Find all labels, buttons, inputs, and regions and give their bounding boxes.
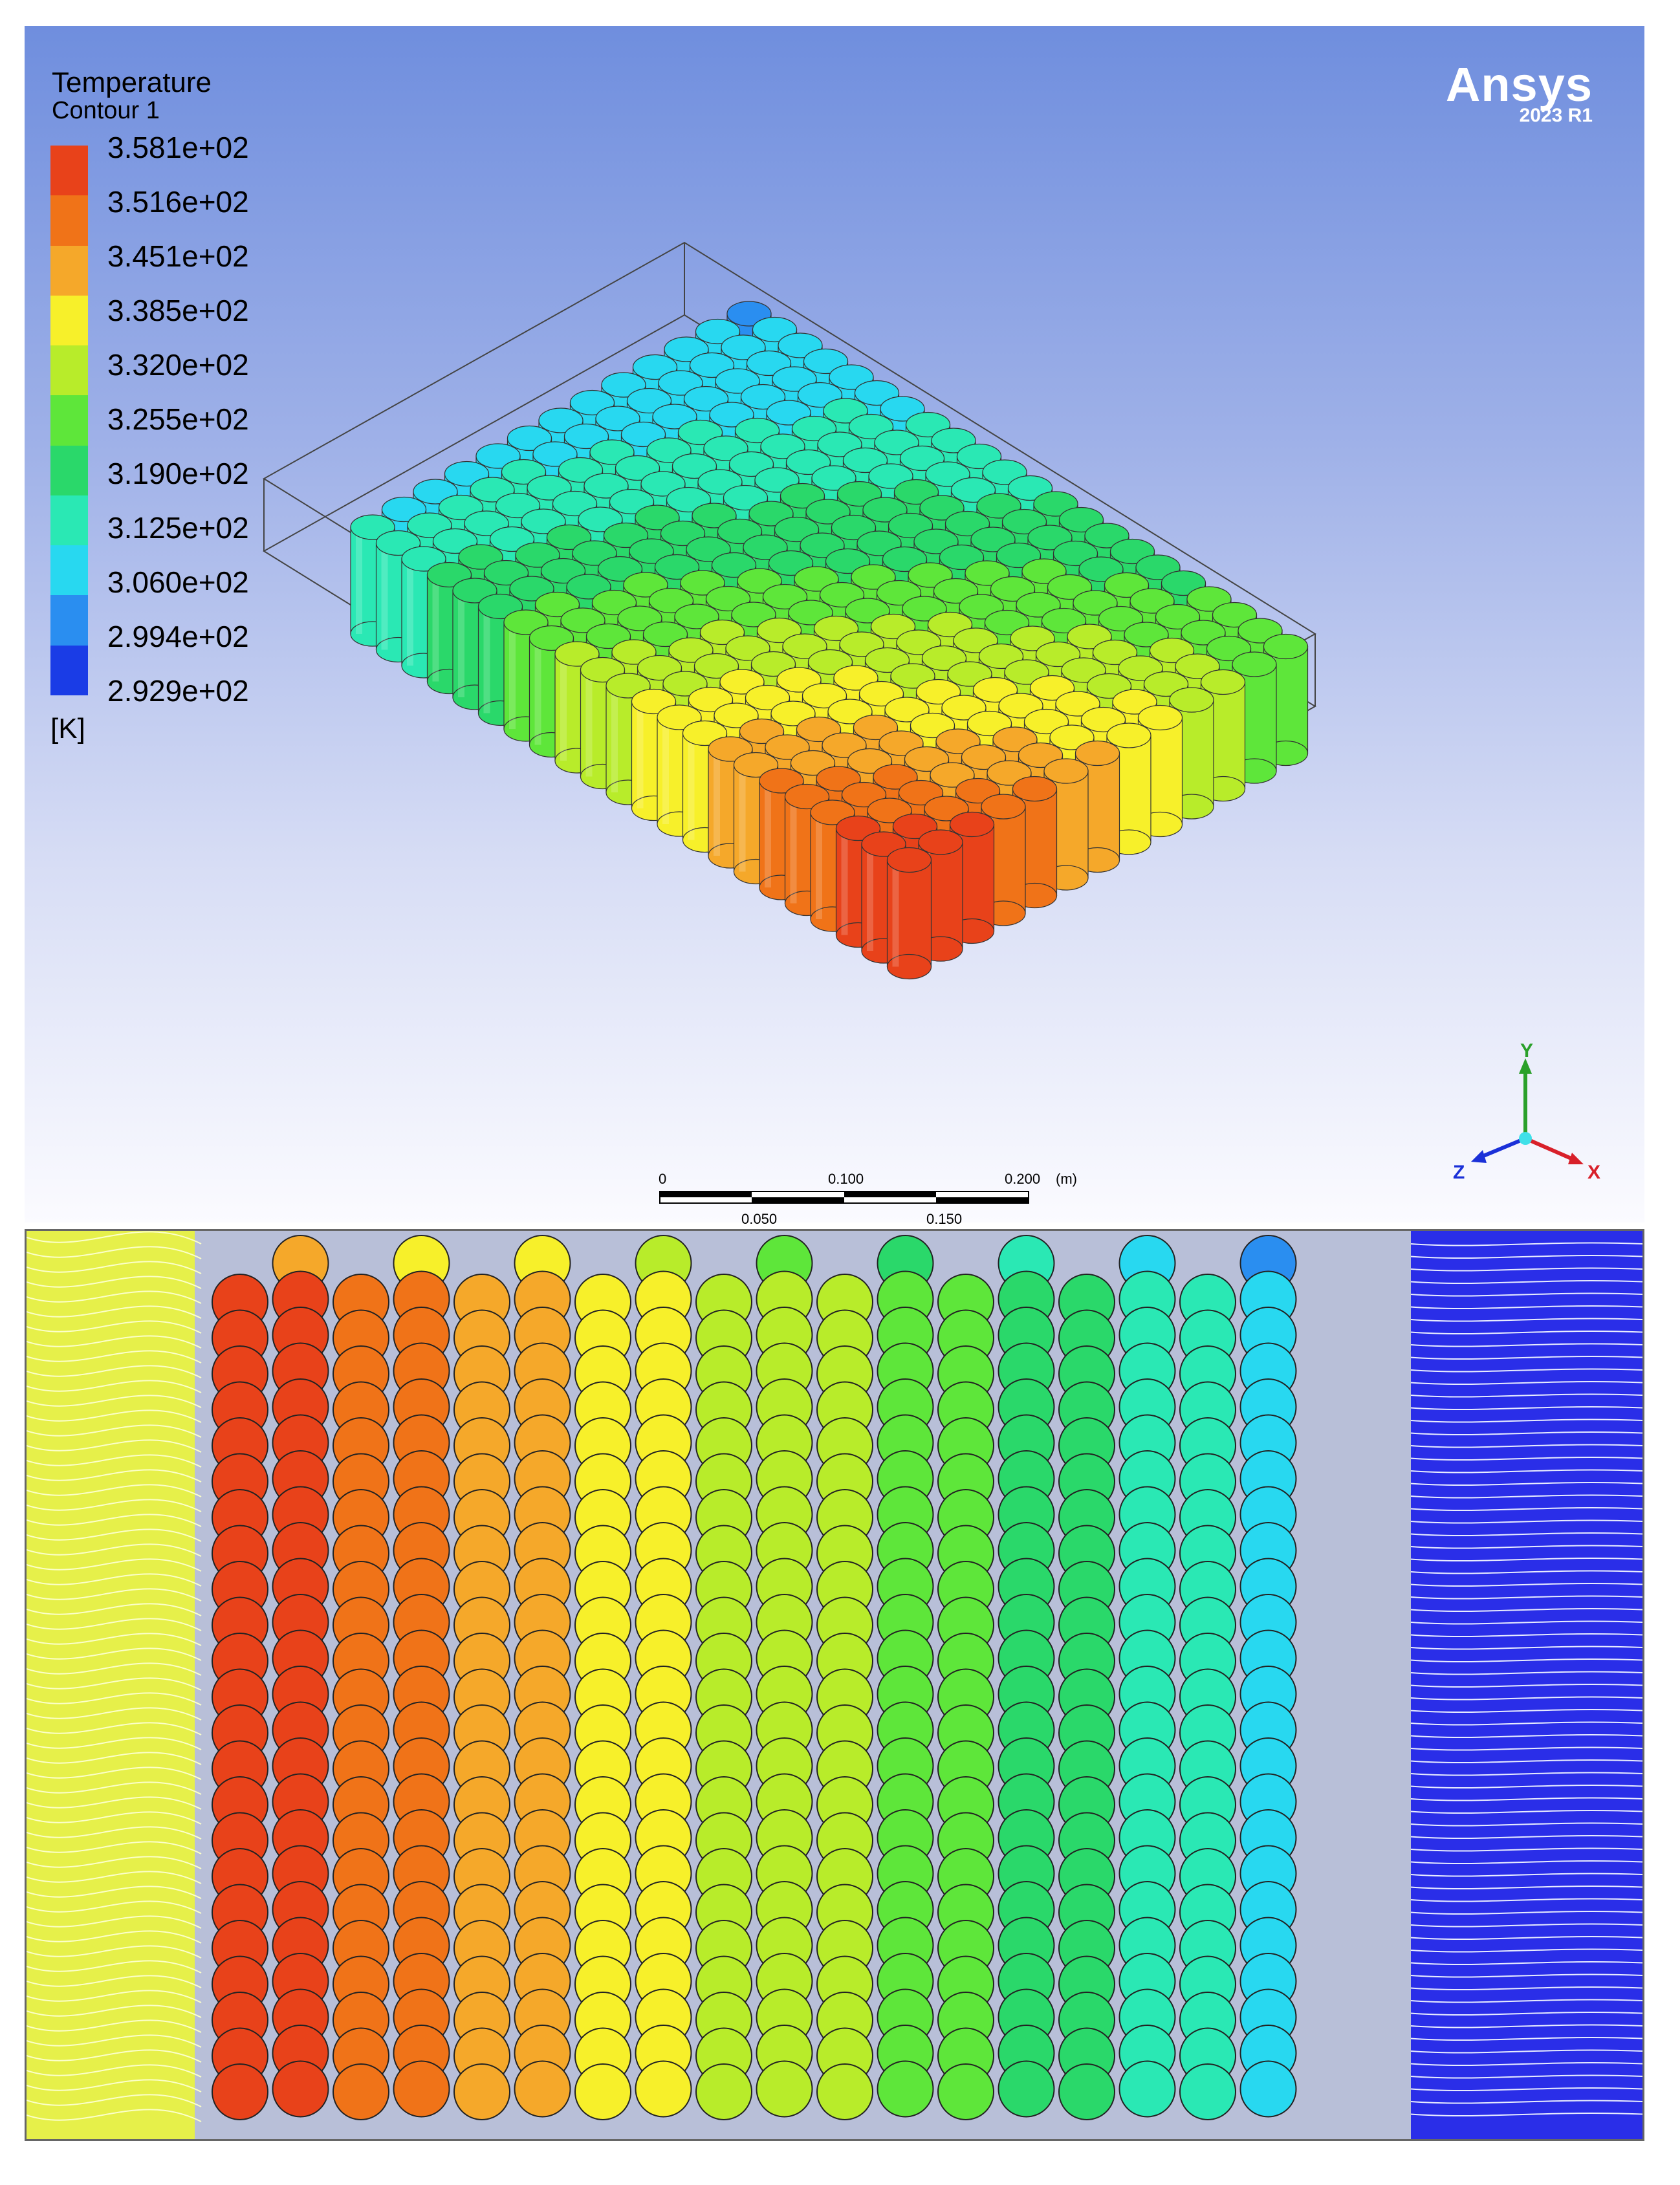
cell-section xyxy=(514,2060,571,2118)
legend-label: 3.451e+02 xyxy=(107,239,249,273)
ansys-version: 2023 R1 xyxy=(1519,105,1593,126)
legend-label: 3.516e+02 xyxy=(107,185,249,219)
cell-section xyxy=(816,2063,873,2120)
legend-label: 3.320e+02 xyxy=(107,348,249,382)
cells-group xyxy=(350,301,1309,980)
cell-section xyxy=(937,2063,994,2120)
legend-color-swatch xyxy=(50,295,88,346)
legend-color-swatch xyxy=(50,395,88,446)
x-axis-arrow xyxy=(1524,1136,1578,1163)
legend-label: 3.060e+02 xyxy=(107,565,249,599)
cell-section xyxy=(1239,2060,1297,2118)
cell-section xyxy=(574,2063,631,2120)
legend-title: Temperature xyxy=(52,67,212,98)
contour-viewport: Temperature Contour 1 3.581e+02 3.516e+0… xyxy=(25,26,1644,1227)
cell-section xyxy=(635,2060,692,2118)
legend-label: 2.994e+02 xyxy=(107,620,249,653)
legend-color-swatch xyxy=(50,445,88,495)
cell-section xyxy=(1179,2063,1236,2120)
cell-section xyxy=(1058,2063,1115,2120)
legend-label: 3.190e+02 xyxy=(107,457,249,490)
scale-unit: (m) xyxy=(1056,1171,1077,1187)
y-axis-label: Y xyxy=(1520,1040,1533,1061)
scale-label: 0.100 xyxy=(828,1171,864,1187)
battery-pack-3d-view xyxy=(263,241,1316,980)
legend-subtitle: Contour 1 xyxy=(52,97,160,124)
cell-section xyxy=(998,2060,1055,2118)
legend-label: 3.385e+02 xyxy=(107,294,249,327)
legend-label: 2.929e+02 xyxy=(107,674,249,708)
legend-label: 3.581e+02 xyxy=(107,131,249,164)
cell-section xyxy=(695,2063,752,2120)
cell-section xyxy=(877,2060,934,2118)
legend-color-swatch xyxy=(50,645,88,695)
legend-unit: [K] xyxy=(50,713,85,745)
scale-bar-graphic xyxy=(659,1191,1029,1204)
cell-cross-sections xyxy=(212,1235,1297,2120)
legend-color-swatch xyxy=(50,545,88,596)
legend-color-swatch xyxy=(50,245,88,296)
cell-section xyxy=(333,2063,389,2120)
streamlines xyxy=(27,1231,1642,2139)
section-temperature-streamline-view xyxy=(25,1229,1644,2141)
scale-label: 0.200 xyxy=(1005,1171,1041,1187)
cell-section xyxy=(453,2063,510,2120)
battery-cell xyxy=(886,847,932,980)
cell-section-view xyxy=(27,1231,1642,2139)
axis-triad: Y X Z xyxy=(1453,1040,1600,1183)
z-axis-label: Z xyxy=(1453,1162,1465,1183)
legend-color-swatch xyxy=(50,345,88,396)
legend-label: 3.255e+02 xyxy=(107,402,249,436)
cell-section xyxy=(756,2060,813,2118)
ansys-logo: Ansys xyxy=(1445,58,1593,111)
legend-color-swatch xyxy=(50,595,88,646)
legend-color-swatch xyxy=(50,146,88,196)
cell-section xyxy=(272,2060,329,2118)
scale-label: 0.150 xyxy=(926,1211,963,1227)
legend-color-bar xyxy=(50,146,88,695)
legend-label: 3.125e+02 xyxy=(107,511,249,545)
scale-label: 0.050 xyxy=(741,1211,778,1227)
legend-color-swatch xyxy=(50,195,88,246)
cell-section xyxy=(212,2063,268,2120)
cell-section xyxy=(393,2060,450,2118)
scale-label: 0 xyxy=(659,1171,667,1187)
z-axis-arrow xyxy=(1478,1136,1527,1160)
cell-section xyxy=(1118,2060,1176,2118)
x-axis-label: X xyxy=(1587,1162,1600,1183)
legend-color-swatch xyxy=(50,495,88,546)
